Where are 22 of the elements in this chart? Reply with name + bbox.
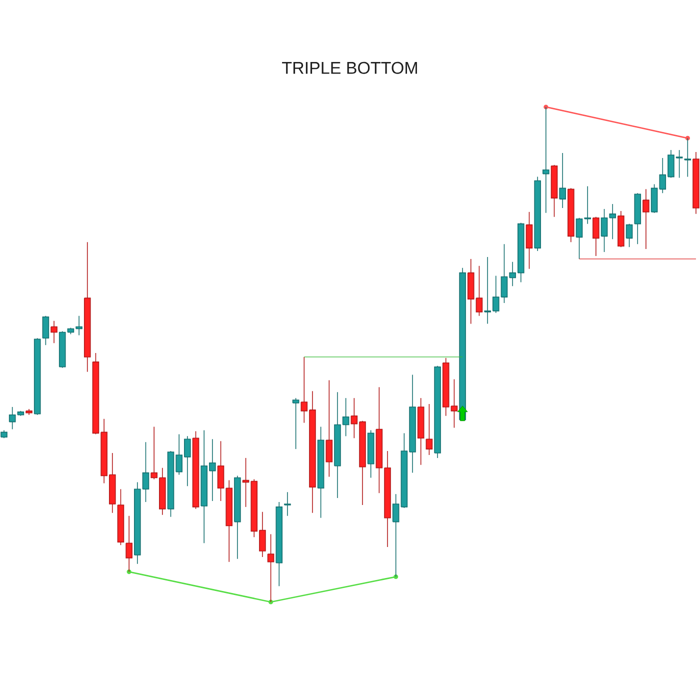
candlestick bbox=[276, 502, 283, 587]
candlestick bbox=[284, 492, 291, 516]
candlestick bbox=[159, 467, 166, 516]
candlestick bbox=[126, 515, 132, 572]
candlestick bbox=[417, 398, 424, 466]
candlestick bbox=[326, 380, 333, 478]
candlestick bbox=[542, 106, 550, 214]
candlestick bbox=[234, 475, 241, 560]
candlestick bbox=[559, 152, 566, 208]
candlestick bbox=[317, 426, 324, 518]
candlestick bbox=[84, 242, 91, 372]
candlestick bbox=[684, 138, 692, 178]
candlestick bbox=[267, 534, 274, 602]
candlestick bbox=[534, 176, 541, 252]
candlestick bbox=[392, 494, 400, 578]
candlestick bbox=[692, 152, 700, 214]
candlestick bbox=[50, 320, 58, 344]
candlestick bbox=[568, 188, 574, 243]
chart-title: TRIPLE BOTTOM bbox=[282, 62, 417, 74]
candlestick bbox=[642, 188, 650, 250]
candlestick bbox=[26, 408, 32, 416]
candlestick bbox=[526, 212, 533, 270]
